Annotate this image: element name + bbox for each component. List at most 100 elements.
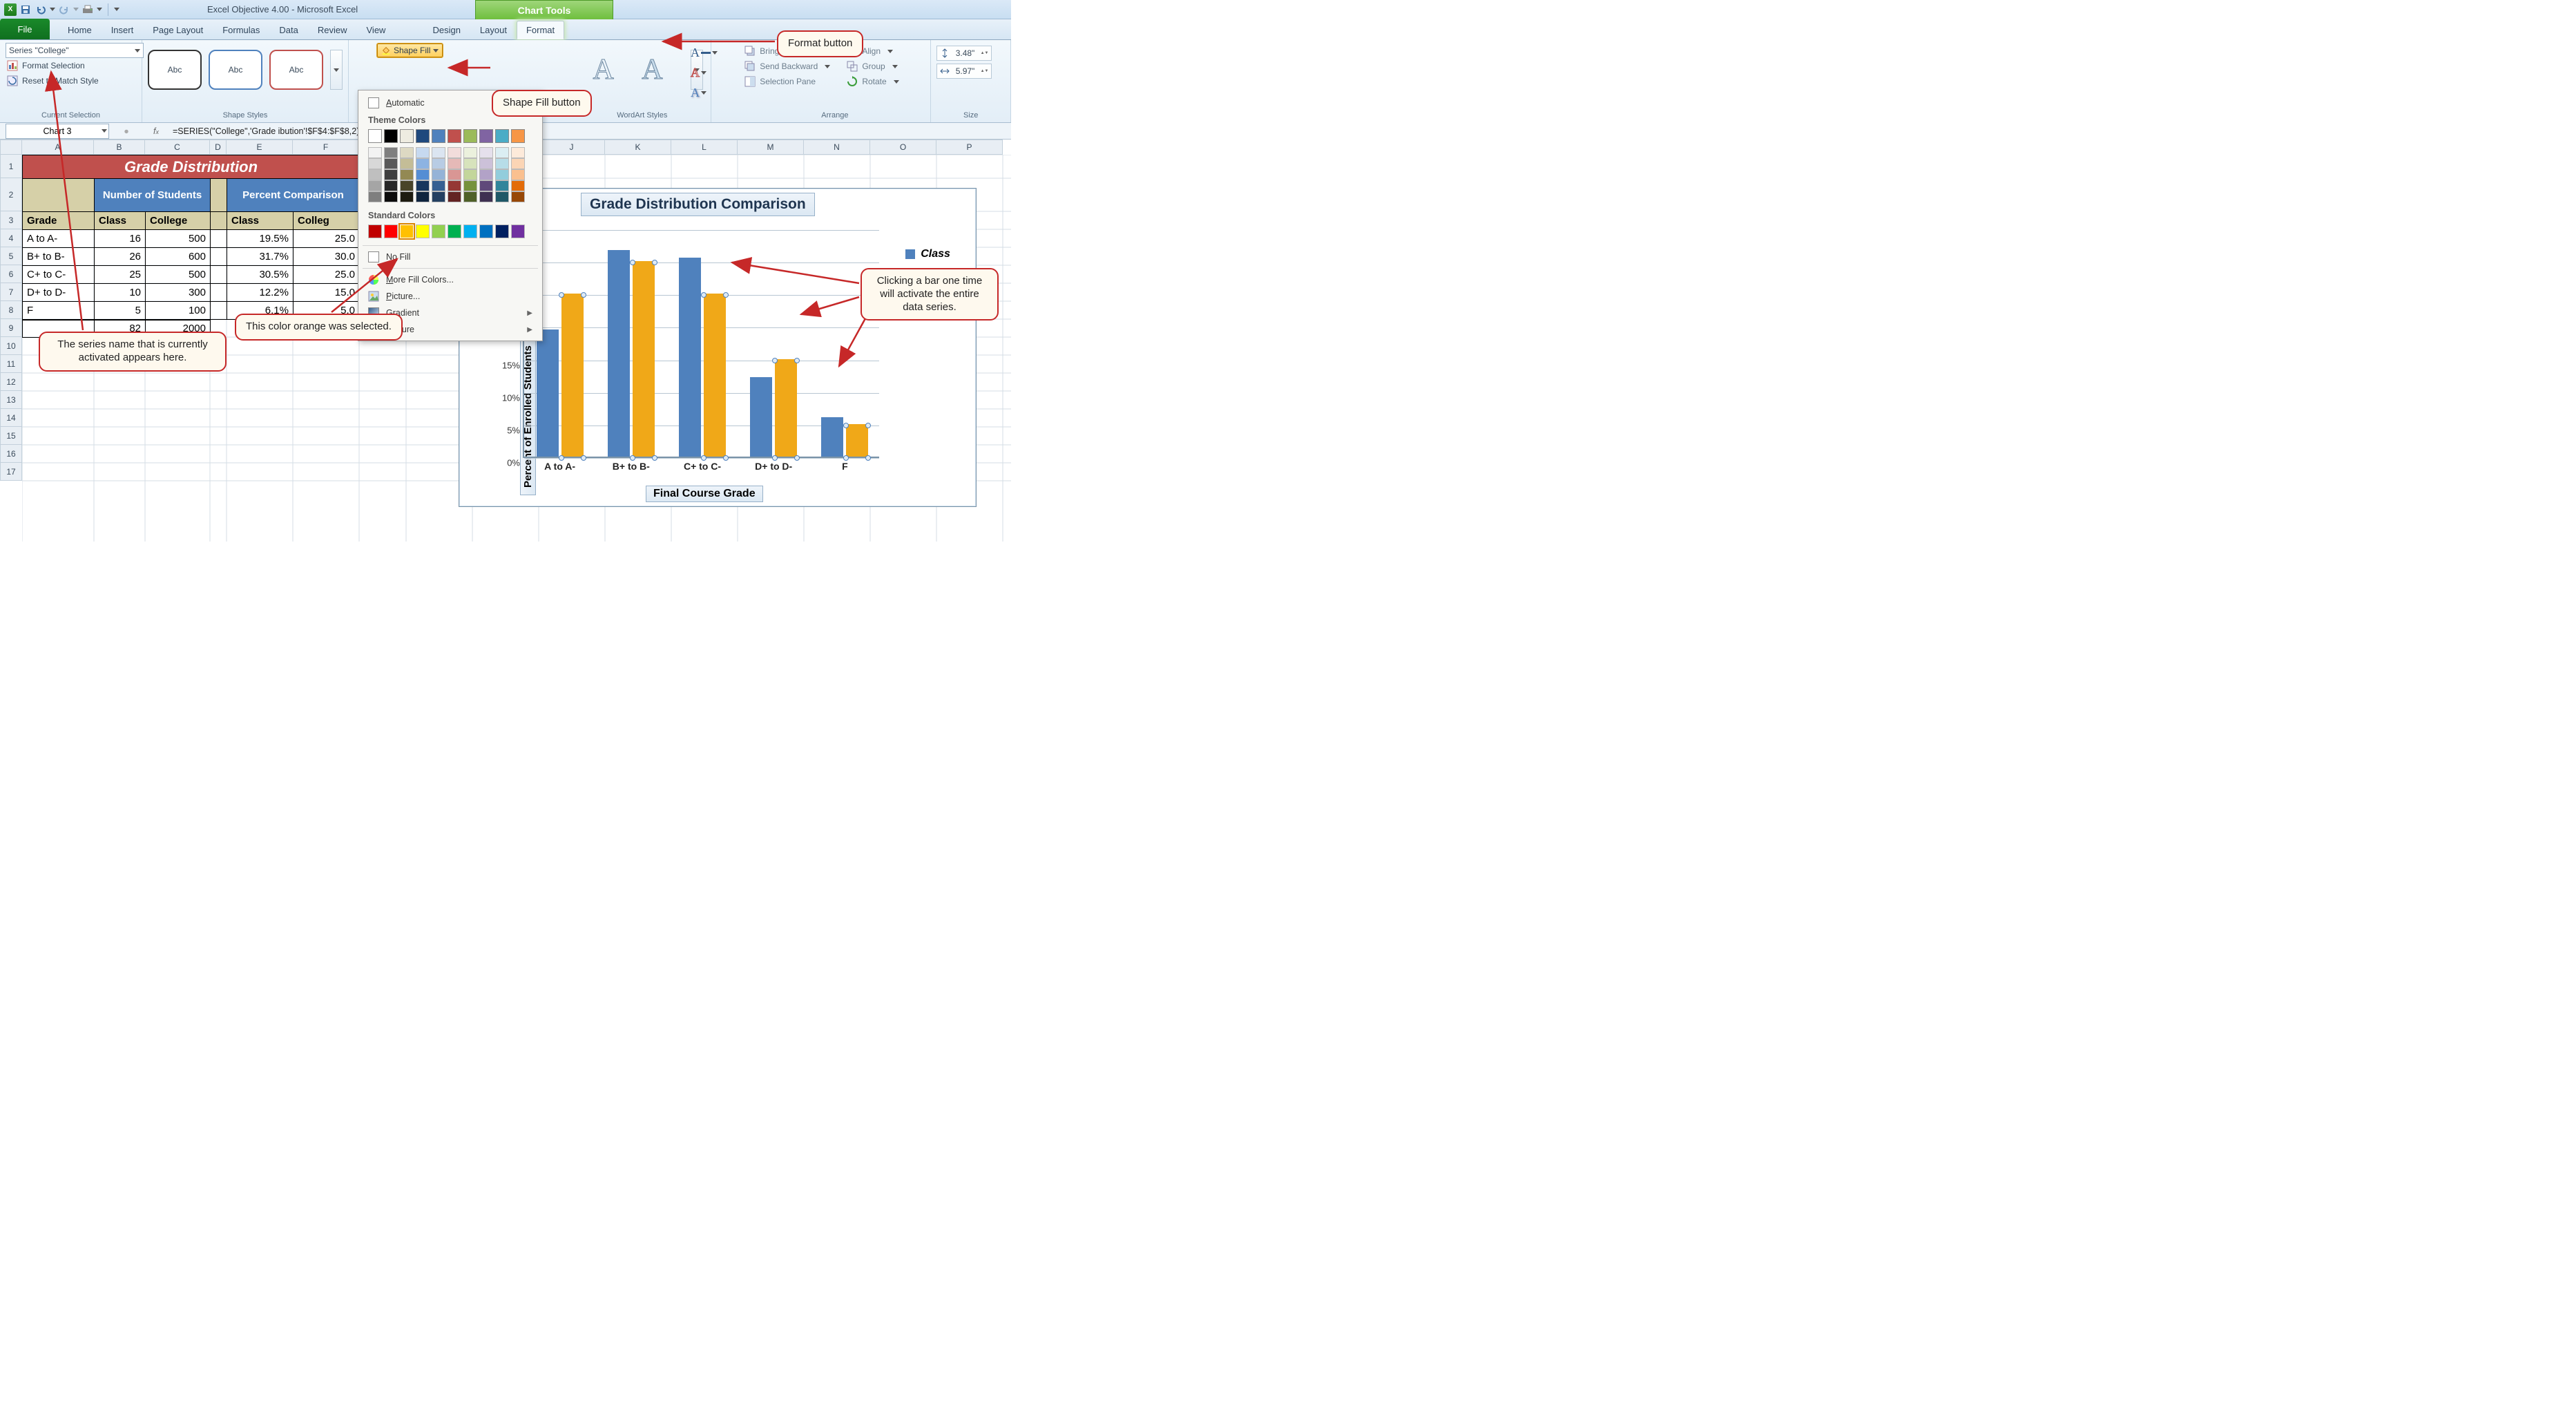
color-swatch[interactable] bbox=[448, 191, 461, 202]
color-swatch[interactable] bbox=[479, 147, 493, 158]
color-swatch[interactable] bbox=[463, 129, 477, 143]
name-box[interactable]: Chart 3 bbox=[6, 124, 109, 139]
column-header[interactable]: K bbox=[605, 140, 671, 155]
color-swatch[interactable] bbox=[495, 169, 509, 180]
tab-data[interactable]: Data bbox=[269, 21, 307, 39]
row-header[interactable]: 10 bbox=[0, 337, 22, 355]
color-swatch[interactable] bbox=[400, 129, 414, 143]
color-swatch[interactable] bbox=[511, 158, 525, 169]
color-swatch[interactable] bbox=[463, 158, 477, 169]
selection-pane-button[interactable]: Selection Pane bbox=[744, 76, 830, 87]
text-outline-icon[interactable]: A bbox=[691, 66, 700, 80]
bar-college[interactable] bbox=[775, 359, 797, 457]
selection-handle[interactable] bbox=[559, 292, 564, 298]
column-header[interactable]: J bbox=[539, 140, 605, 155]
color-swatch[interactable] bbox=[400, 224, 414, 238]
tab-view[interactable]: View bbox=[357, 21, 396, 39]
row-header[interactable]: 4 bbox=[0, 229, 22, 247]
color-swatch[interactable] bbox=[432, 129, 445, 143]
column-header[interactable]: F bbox=[293, 140, 359, 155]
row-header[interactable]: 5 bbox=[0, 247, 22, 265]
rotate-button[interactable]: Rotate bbox=[847, 76, 898, 87]
bar-class[interactable] bbox=[537, 329, 559, 457]
color-swatch[interactable] bbox=[384, 169, 398, 180]
color-swatch[interactable] bbox=[400, 191, 414, 202]
undo-dropdown-icon[interactable] bbox=[50, 8, 55, 11]
color-swatch[interactable] bbox=[368, 169, 382, 180]
color-swatch[interactable] bbox=[448, 129, 461, 143]
undo-icon[interactable] bbox=[35, 3, 47, 16]
selection-handle[interactable] bbox=[581, 455, 586, 461]
selection-handle[interactable] bbox=[794, 358, 800, 363]
column-header[interactable]: E bbox=[227, 140, 293, 155]
color-swatch[interactable] bbox=[368, 158, 382, 169]
color-swatch[interactable] bbox=[416, 158, 430, 169]
bar-college[interactable] bbox=[704, 294, 726, 457]
color-swatch[interactable] bbox=[511, 224, 525, 238]
tab-page-layout[interactable]: Page Layout bbox=[143, 21, 213, 39]
color-swatch[interactable] bbox=[400, 180, 414, 191]
row-header[interactable]: 1 bbox=[0, 155, 22, 178]
selection-handle[interactable] bbox=[723, 455, 729, 461]
row-header[interactable]: 7 bbox=[0, 283, 22, 301]
color-swatch[interactable] bbox=[495, 129, 509, 143]
color-swatch[interactable] bbox=[432, 169, 445, 180]
chart-title[interactable]: Grade Distribution Comparison bbox=[581, 193, 815, 216]
text-effects-icon[interactable]: A bbox=[691, 86, 700, 100]
selection-handle[interactable] bbox=[865, 455, 871, 461]
shape-style-gallery[interactable]: Abc Abc Abc bbox=[148, 43, 343, 97]
text-fill-icon[interactable]: A bbox=[691, 46, 700, 60]
color-swatch[interactable] bbox=[384, 129, 398, 143]
color-swatch[interactable] bbox=[479, 180, 493, 191]
column-header[interactable]: P bbox=[936, 140, 1003, 155]
color-swatch[interactable] bbox=[400, 169, 414, 180]
wordart-thumb-1[interactable]: A bbox=[593, 53, 614, 86]
column-header[interactable]: M bbox=[738, 140, 804, 155]
row-header[interactable]: 2 bbox=[0, 178, 22, 211]
selection-handle[interactable] bbox=[581, 292, 586, 298]
color-swatch[interactable] bbox=[400, 158, 414, 169]
color-swatch[interactable] bbox=[511, 169, 525, 180]
color-swatch[interactable] bbox=[495, 180, 509, 191]
column-header[interactable]: L bbox=[671, 140, 738, 155]
chart-x-axis-label[interactable]: Final Course Grade bbox=[646, 486, 763, 502]
color-swatch[interactable] bbox=[416, 224, 430, 238]
color-swatch[interactable] bbox=[416, 169, 430, 180]
group-button[interactable]: Group bbox=[847, 61, 898, 72]
name-box-dropdown-icon[interactable] bbox=[102, 129, 107, 133]
row-header[interactable]: 6 bbox=[0, 265, 22, 283]
tab-formulas[interactable]: Formulas bbox=[213, 21, 269, 39]
redo-icon[interactable] bbox=[58, 3, 70, 16]
row-header[interactable]: 9 bbox=[0, 319, 22, 337]
selection-handle[interactable] bbox=[723, 292, 729, 298]
shape-width-field[interactable]: 5.97" ▲▼ bbox=[936, 64, 992, 79]
color-swatch[interactable] bbox=[448, 224, 461, 238]
bar-class[interactable] bbox=[608, 250, 630, 457]
column-header[interactable]: C bbox=[145, 140, 210, 155]
tab-home[interactable]: Home bbox=[58, 21, 102, 39]
file-tab[interactable]: File bbox=[0, 19, 50, 39]
tab-design[interactable]: Design bbox=[423, 21, 470, 39]
color-swatch[interactable] bbox=[432, 158, 445, 169]
color-swatch[interactable] bbox=[463, 180, 477, 191]
row-header[interactable]: 14 bbox=[0, 409, 22, 427]
color-swatch[interactable] bbox=[432, 224, 445, 238]
color-swatch[interactable] bbox=[495, 158, 509, 169]
color-swatch[interactable] bbox=[479, 169, 493, 180]
wordart-thumb-2[interactable]: A bbox=[642, 53, 662, 86]
column-header[interactable]: D bbox=[210, 140, 227, 155]
color-swatch[interactable] bbox=[416, 180, 430, 191]
color-swatch[interactable] bbox=[495, 224, 509, 238]
row-header[interactable]: 12 bbox=[0, 373, 22, 391]
color-swatch[interactable] bbox=[368, 191, 382, 202]
chart-plot-area[interactable]: 0%5%10%15%20%25%30%35%A to A-B+ to B-C+ … bbox=[523, 230, 879, 458]
shape-style-more-icon[interactable] bbox=[330, 50, 343, 90]
color-swatch[interactable] bbox=[479, 129, 493, 143]
color-swatch[interactable] bbox=[416, 147, 430, 158]
color-swatch[interactable] bbox=[495, 147, 509, 158]
selection-handle[interactable] bbox=[843, 423, 849, 428]
selection-handle[interactable] bbox=[652, 260, 657, 265]
print-icon[interactable] bbox=[81, 3, 94, 16]
shape-fill-button[interactable]: Shape Fill bbox=[376, 43, 443, 58]
color-swatch[interactable] bbox=[400, 147, 414, 158]
